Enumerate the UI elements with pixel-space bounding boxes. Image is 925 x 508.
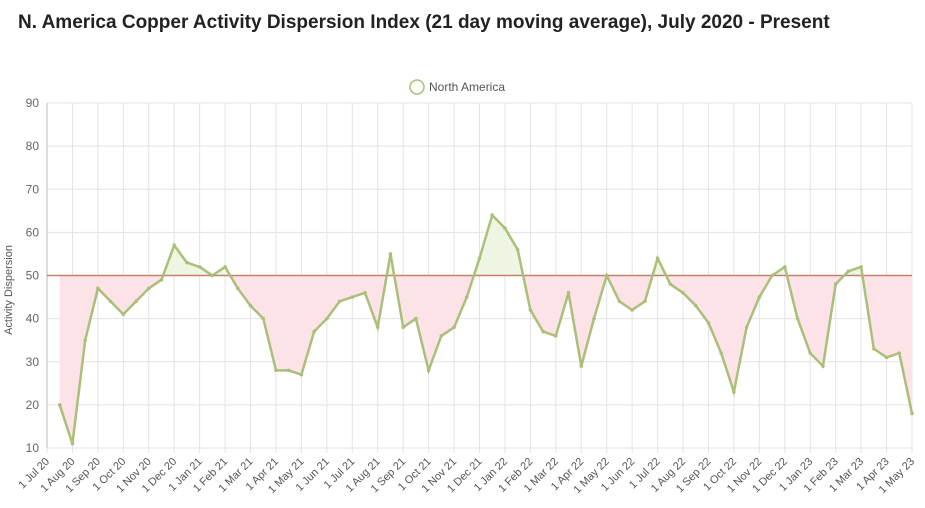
point: [83, 338, 87, 342]
point: [312, 329, 316, 334]
point: [121, 312, 126, 317]
point: [897, 351, 902, 355]
point: [350, 295, 355, 299]
point: [223, 265, 227, 269]
point: [833, 282, 838, 286]
point: [579, 364, 584, 368]
point: [96, 286, 100, 291]
area-above: [59, 215, 912, 276]
y-tick-label: 90: [26, 96, 40, 110]
point: [681, 290, 685, 295]
point: [592, 316, 596, 321]
point: [782, 265, 787, 269]
point: [439, 334, 444, 338]
y-tick-label: 40: [26, 312, 40, 326]
point: [630, 308, 634, 312]
point: [859, 265, 863, 269]
y-tick-label: 70: [26, 182, 40, 196]
point: [757, 295, 762, 299]
point: [808, 351, 813, 355]
point: [490, 213, 495, 217]
point: [363, 290, 367, 295]
point: [274, 368, 278, 373]
point: [375, 325, 380, 330]
area-below: [59, 275, 912, 444]
point: [541, 329, 545, 334]
point: [146, 286, 151, 291]
point: [719, 351, 723, 355]
point: [426, 368, 431, 373]
point: [70, 441, 75, 446]
point: [668, 282, 673, 286]
point: [401, 325, 405, 330]
point: [248, 303, 253, 308]
point: [706, 321, 711, 325]
line: [58, 212, 914, 445]
y-tick-label: 60: [26, 225, 40, 239]
point: [693, 303, 698, 308]
point: [515, 247, 520, 252]
point: [134, 299, 138, 304]
y-tick-label: 30: [26, 355, 40, 369]
point: [910, 411, 914, 416]
y-tick-label: 80: [26, 139, 40, 153]
point: [286, 368, 291, 373]
y-tick-label: 10: [26, 441, 40, 455]
point: [477, 256, 482, 261]
point: [528, 308, 533, 312]
point: [159, 278, 164, 282]
point: [604, 273, 609, 278]
point: [388, 252, 393, 256]
chart-title: N. America Copper Activity Dispersion In…: [18, 12, 830, 33]
y-tick-label: 50: [26, 269, 40, 283]
point: [617, 299, 622, 304]
point: [554, 334, 558, 338]
point: [846, 269, 851, 273]
point: [464, 295, 469, 299]
point: [210, 273, 215, 278]
legend-marker: [409, 79, 425, 95]
point: [795, 316, 800, 321]
y-axis-label: Activity Dispersion: [3, 245, 15, 335]
legend-label: North America: [429, 80, 505, 94]
point: [261, 316, 266, 321]
point: [57, 403, 62, 407]
point: [337, 299, 342, 304]
point: [884, 355, 889, 360]
point: [566, 290, 571, 295]
point: [172, 243, 177, 248]
point: [732, 390, 736, 394]
point: [872, 347, 876, 351]
point: [197, 265, 202, 269]
point: [744, 325, 749, 330]
point: [236, 286, 240, 291]
point: [503, 226, 507, 230]
point: [821, 364, 825, 368]
point: [185, 260, 189, 265]
point: [643, 299, 647, 304]
point: [655, 256, 660, 261]
point: [325, 316, 329, 321]
y-tick-label: 20: [26, 398, 40, 412]
point: [108, 299, 113, 304]
point: [299, 372, 304, 377]
point: [414, 316, 418, 321]
point: [770, 273, 774, 278]
point: [452, 325, 456, 330]
